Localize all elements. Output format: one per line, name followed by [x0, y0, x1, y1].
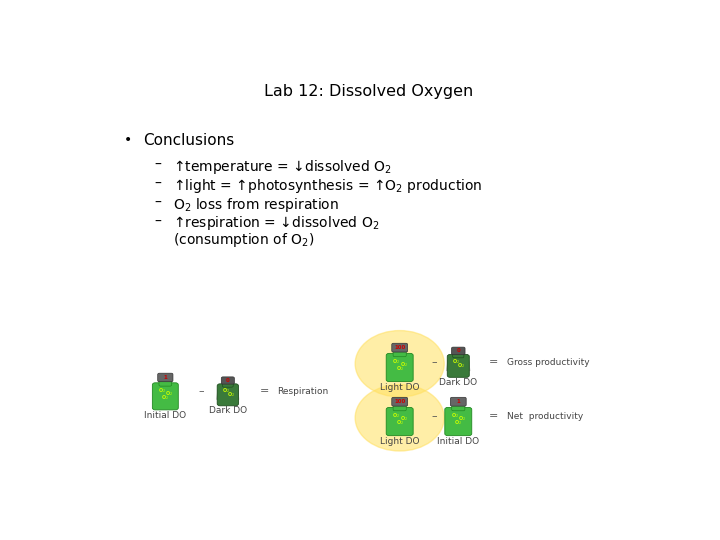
FancyBboxPatch shape: [153, 383, 179, 410]
FancyBboxPatch shape: [159, 379, 171, 386]
Text: Initial DO: Initial DO: [144, 411, 186, 420]
Text: O$_2$: O$_2$: [396, 364, 404, 373]
Text: Respiration: Respiration: [277, 387, 329, 396]
Text: O$_2$: O$_2$: [392, 357, 400, 366]
Text: Net  productivity: Net productivity: [508, 411, 584, 421]
Polygon shape: [217, 383, 226, 400]
FancyBboxPatch shape: [453, 352, 464, 358]
Text: ↑light = ↑photosynthesis = ↑O$_2$ production: ↑light = ↑photosynthesis = ↑O$_2$ produc…: [173, 177, 482, 195]
Polygon shape: [230, 383, 239, 400]
Text: O$_2$: O$_2$: [400, 414, 408, 423]
Text: Conclusions: Conclusions: [143, 133, 234, 148]
FancyBboxPatch shape: [386, 408, 413, 436]
Text: –: –: [154, 196, 161, 210]
Text: O$_2$: O$_2$: [165, 389, 173, 398]
Text: 1: 1: [456, 399, 460, 404]
Text: Dark DO: Dark DO: [209, 407, 247, 415]
FancyBboxPatch shape: [393, 403, 406, 411]
Text: O$_2$: O$_2$: [459, 414, 467, 423]
Text: 100: 100: [394, 345, 405, 350]
Text: O$_2$ loss from respiration: O$_2$ loss from respiration: [173, 196, 338, 214]
Text: =: =: [490, 411, 499, 421]
Text: O$_2$: O$_2$: [227, 390, 235, 399]
Text: O$_2$: O$_2$: [457, 361, 465, 370]
Text: 1: 1: [163, 375, 167, 380]
Text: Gross productivity: Gross productivity: [508, 357, 590, 367]
Text: 100: 100: [394, 399, 405, 404]
Circle shape: [355, 330, 444, 397]
Text: –: –: [154, 214, 161, 228]
FancyBboxPatch shape: [217, 384, 238, 406]
Text: O$_2$: O$_2$: [454, 418, 462, 427]
Polygon shape: [456, 354, 460, 371]
Text: O$_2$: O$_2$: [451, 411, 459, 420]
Text: O$_2$: O$_2$: [400, 360, 408, 369]
Text: 0: 0: [456, 348, 460, 353]
Text: Dark DO: Dark DO: [439, 378, 477, 387]
Text: =: =: [490, 357, 499, 367]
FancyBboxPatch shape: [393, 349, 406, 357]
Circle shape: [355, 384, 444, 451]
FancyBboxPatch shape: [158, 373, 173, 382]
FancyBboxPatch shape: [392, 343, 408, 352]
Text: –: –: [154, 177, 161, 191]
FancyBboxPatch shape: [451, 403, 465, 411]
Text: –: –: [431, 411, 437, 421]
FancyBboxPatch shape: [445, 408, 472, 436]
FancyBboxPatch shape: [221, 377, 234, 384]
Text: Lab 12: Dissolved Oxygen: Lab 12: Dissolved Oxygen: [264, 84, 474, 98]
Text: ↑respiration = ↓dissolved O$_2$: ↑respiration = ↓dissolved O$_2$: [173, 214, 379, 233]
Text: Light DO: Light DO: [380, 437, 420, 446]
FancyBboxPatch shape: [451, 347, 465, 355]
Text: O$_2$: O$_2$: [396, 418, 404, 427]
Text: –: –: [431, 357, 437, 367]
Text: O$_2$: O$_2$: [158, 386, 166, 395]
Text: –: –: [199, 386, 204, 396]
Text: (consumption of O$_2$): (consumption of O$_2$): [173, 231, 314, 249]
Text: •: •: [124, 133, 132, 147]
FancyBboxPatch shape: [392, 397, 408, 406]
Polygon shape: [226, 383, 230, 400]
Text: =: =: [259, 386, 269, 396]
Polygon shape: [446, 354, 456, 371]
FancyBboxPatch shape: [447, 354, 469, 377]
FancyBboxPatch shape: [451, 397, 466, 406]
Text: O$_2$: O$_2$: [392, 411, 400, 420]
Text: O$_2$: O$_2$: [222, 386, 230, 395]
Text: ↑temperature = ↓dissolved O$_2$: ↑temperature = ↓dissolved O$_2$: [173, 158, 392, 177]
Polygon shape: [460, 354, 470, 371]
FancyBboxPatch shape: [222, 381, 233, 387]
Text: O$_2$: O$_2$: [452, 357, 460, 366]
Text: –: –: [154, 158, 161, 172]
FancyBboxPatch shape: [386, 353, 413, 382]
Text: Initial DO: Initial DO: [437, 437, 480, 446]
Text: 0: 0: [226, 378, 230, 383]
Text: Light DO: Light DO: [380, 383, 420, 392]
Text: O$_2$: O$_2$: [161, 393, 169, 402]
